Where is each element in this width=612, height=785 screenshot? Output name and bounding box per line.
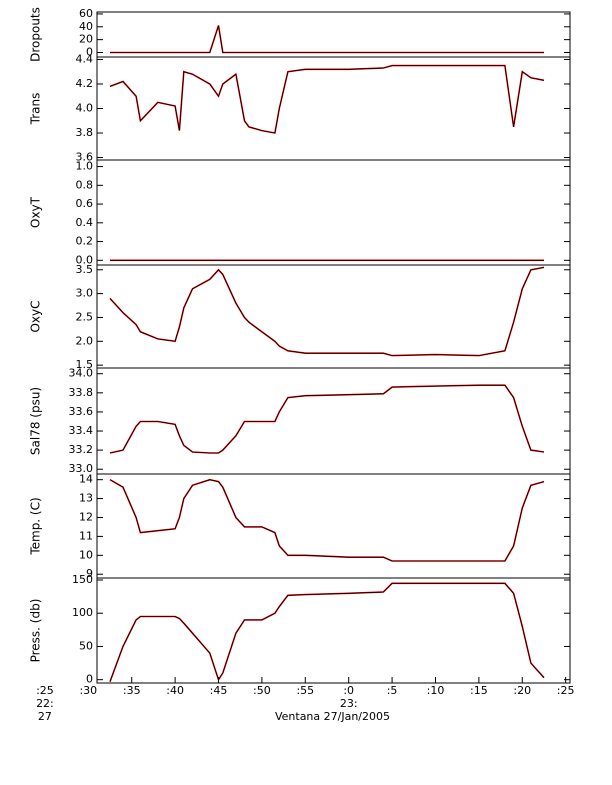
y-tick-label: 3.5 — [76, 263, 94, 276]
y-tick-label: 0.2 — [76, 235, 94, 248]
y-tick-label: 12 — [79, 510, 93, 523]
y-tick-label: 60 — [79, 7, 93, 20]
y-tick-label: 3.6 — [76, 151, 94, 164]
y-tick-label: 50 — [79, 639, 93, 652]
hour-label: 22: — [36, 697, 54, 710]
y-tick-label: 33.6 — [69, 405, 94, 418]
y-tick-label: 100 — [72, 606, 93, 619]
y-tick-label: 33.0 — [69, 462, 94, 475]
y-tick-label: 3.8 — [76, 126, 94, 139]
x-tick-label: :30 — [79, 684, 97, 697]
x-tick-label: :25 — [557, 684, 575, 697]
data-line — [109, 479, 545, 562]
data-line — [109, 582, 545, 682]
y-tick-label: 40 — [79, 20, 93, 33]
y-axis-label: Temp. (C) — [29, 497, 43, 555]
panel-frame — [96, 159, 571, 266]
y-tick-label: 1.0 — [76, 160, 94, 173]
y-tick-label: 20 — [79, 33, 93, 46]
data-line-red — [110, 25, 544, 54]
data-line — [110, 25, 544, 53]
y-tick-label: 33.4 — [69, 424, 94, 437]
day-label: 27 — [38, 710, 52, 723]
y-tick-label: 4.2 — [76, 77, 94, 90]
x-tick-label: :10 — [427, 684, 445, 697]
y-tick-label: 0.6 — [76, 197, 94, 210]
y-tick-label: 4.4 — [76, 52, 94, 65]
y-tick-label: 9 — [86, 567, 93, 580]
y-tick-label: 0.0 — [76, 253, 94, 266]
panel-frame — [96, 577, 571, 684]
y-tick-label: 0 — [86, 46, 93, 59]
y-tick-label: 0.4 — [76, 216, 94, 229]
panel-frame — [96, 56, 571, 161]
y-tick-label: 150 — [72, 573, 93, 586]
x-tick-label: :20 — [513, 684, 531, 697]
x-tick-label: :5 — [387, 684, 398, 697]
data-line — [109, 384, 545, 454]
y-axis-label: Press. (db) — [29, 599, 43, 663]
data-line-red — [109, 478, 545, 562]
y-tick-label: 1.5 — [76, 358, 94, 371]
y-tick-label: 14 — [79, 473, 93, 486]
x-tick-label: :0 — [343, 684, 354, 697]
y-tick-label: 2.0 — [76, 334, 94, 347]
data-line — [109, 267, 545, 357]
y-tick-label: 2.5 — [76, 310, 94, 323]
x-tick-label: :45 — [210, 684, 228, 697]
y-tick-label: 0.8 — [76, 178, 94, 191]
x-tick-label: :50 — [253, 684, 271, 697]
x-tick-label: :55 — [296, 684, 314, 697]
y-tick-label: 33.8 — [69, 386, 94, 399]
x-tick-label: :40 — [166, 684, 184, 697]
x-tick-label: :15 — [470, 684, 488, 697]
y-axis-label: OxyC — [29, 300, 43, 332]
y-tick-label: 34.0 — [69, 367, 94, 380]
data-line-red — [109, 266, 545, 357]
data-line — [109, 65, 545, 134]
x-axis-label: Ventana 27/Jan/2005 — [275, 710, 390, 723]
panel-frame — [96, 367, 571, 475]
y-tick-label: 4.0 — [76, 102, 94, 115]
y-tick-label: 13 — [79, 492, 93, 505]
y-axis-label: Trans — [29, 93, 43, 126]
y-tick-label: 10 — [79, 548, 93, 561]
y-tick-label: 0 — [86, 673, 93, 686]
y-tick-label: 33.2 — [69, 443, 94, 456]
y-tick-label: 3.0 — [76, 287, 94, 300]
x-tick-label: :25 — [36, 684, 54, 697]
y-tick-label: 11 — [79, 529, 93, 542]
y-axis-label: Sal78 (psu) — [29, 387, 43, 455]
panel-frame — [96, 473, 571, 579]
x-tick-label: :35 — [123, 684, 141, 697]
data-line-red — [109, 64, 545, 134]
data-line-red — [109, 582, 545, 682]
y-axis-label: OxyT — [29, 196, 43, 228]
panel-frame — [96, 11, 571, 58]
hour-label: 23: — [340, 697, 358, 710]
y-axis-label: Dropouts — [29, 7, 43, 62]
